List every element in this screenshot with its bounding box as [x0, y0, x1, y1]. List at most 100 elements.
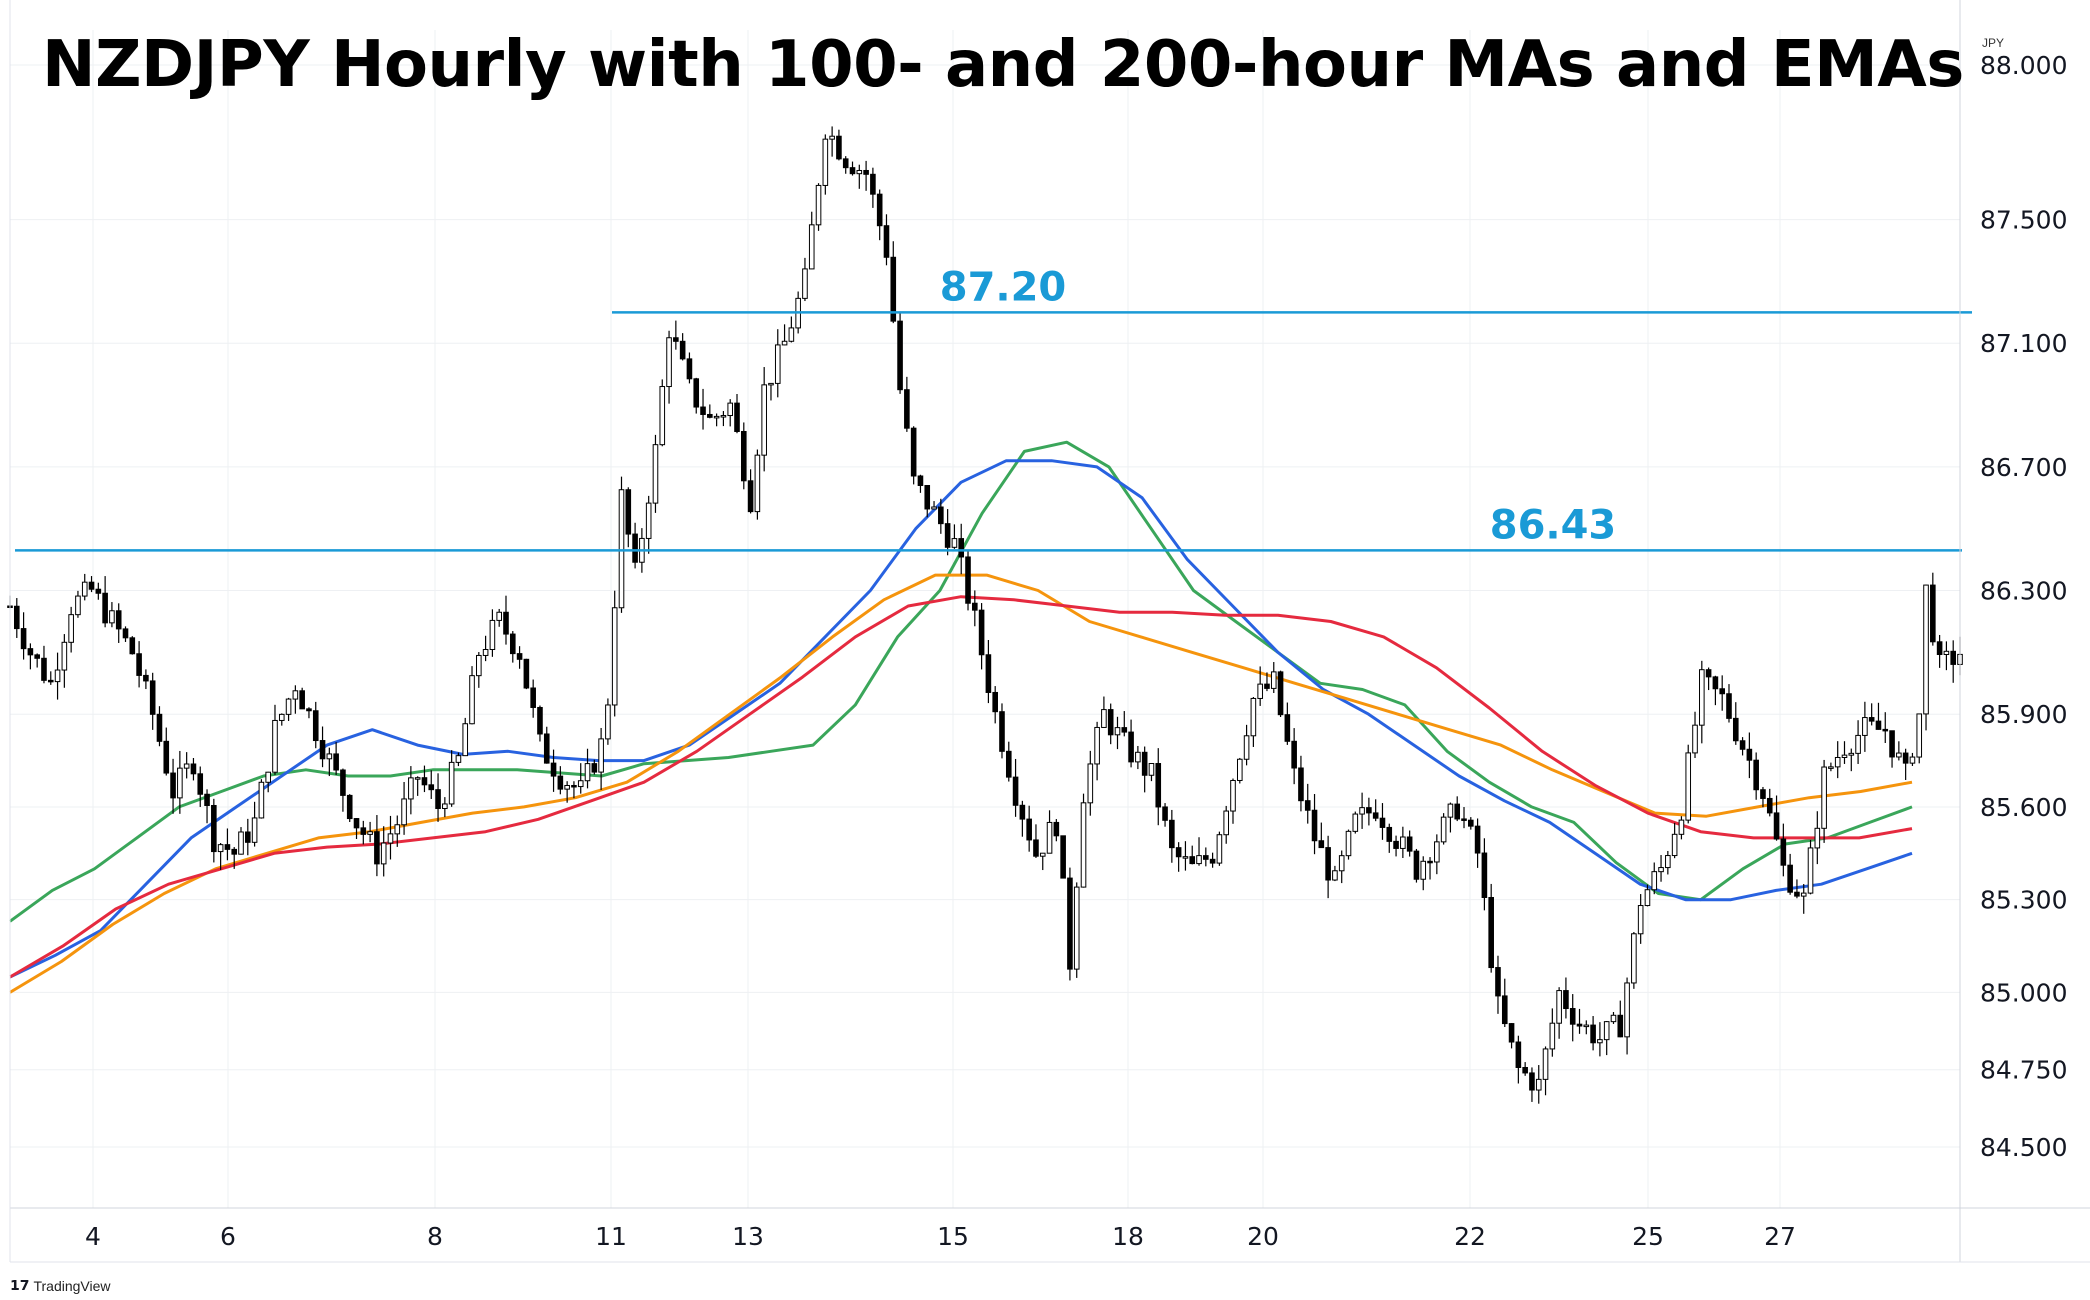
candle	[333, 742, 339, 775]
candle	[1943, 641, 1950, 671]
candle	[224, 828, 231, 861]
candle-body	[883, 225, 890, 258]
candle-body	[1841, 754, 1848, 758]
candle-body	[557, 775, 564, 790]
candle	[1950, 640, 1957, 683]
candle-body	[856, 169, 863, 175]
x-tick-label: 25	[1632, 1222, 1664, 1251]
candle-body	[1060, 835, 1066, 879]
y-tick-label: 84.500	[1980, 1133, 2067, 1162]
candle	[1311, 794, 1318, 855]
candle	[163, 727, 170, 776]
candle	[1794, 879, 1800, 899]
candle-body	[1644, 889, 1651, 907]
candle-body	[1699, 669, 1705, 726]
candle-body	[1535, 1078, 1542, 1091]
candle	[1766, 788, 1773, 817]
x-tick-label: 20	[1247, 1222, 1279, 1251]
candle-body	[68, 614, 74, 643]
candle-body	[1488, 897, 1494, 969]
candle-body	[414, 777, 421, 780]
candle	[910, 426, 917, 485]
candle	[1447, 802, 1454, 833]
candle	[1250, 697, 1257, 747]
candle	[1080, 793, 1087, 888]
ma-line	[9, 459, 1913, 979]
candle-body	[1760, 789, 1766, 799]
candle-body	[401, 798, 407, 826]
candle-body	[360, 827, 367, 835]
candle	[34, 653, 40, 668]
candle	[1359, 792, 1365, 829]
y-tick-label: 85.600	[1980, 793, 2067, 822]
candle-body	[177, 767, 183, 799]
candle-body	[496, 611, 502, 621]
candle-body	[238, 831, 244, 855]
candle	[632, 522, 638, 569]
candle-body	[1780, 838, 1787, 866]
candle	[700, 388, 706, 430]
candle-body	[482, 649, 489, 656]
candle	[577, 763, 584, 794]
candle-body	[829, 135, 835, 140]
candle	[442, 797, 448, 818]
candle	[842, 156, 849, 174]
candle	[1128, 719, 1134, 768]
candle	[1203, 847, 1209, 867]
candle-body	[1719, 688, 1725, 695]
candle	[849, 161, 856, 176]
candle-body	[129, 637, 136, 655]
candle-body	[1284, 714, 1291, 742]
candle-body	[876, 193, 883, 227]
candle-body	[1005, 750, 1012, 778]
candle	[88, 576, 95, 593]
candle-body	[781, 340, 788, 346]
candle-body	[115, 610, 122, 630]
candle-body	[143, 674, 149, 682]
candle-body	[1440, 816, 1447, 843]
candle-body	[224, 844, 231, 850]
candle-body	[1542, 1048, 1549, 1080]
candle-body	[1583, 1024, 1590, 1028]
candle-body	[1270, 671, 1277, 689]
candle	[1094, 721, 1100, 781]
candle-body	[1896, 752, 1902, 758]
candle-body	[1372, 812, 1379, 819]
candle-body	[1216, 834, 1223, 864]
candle	[557, 766, 564, 795]
candle	[1141, 746, 1148, 793]
candle-body	[754, 454, 761, 513]
axes: 88.000 87.500 87.100 86.700 86.300 85.900 85.6…	[9, 0, 2090, 1263]
candle	[102, 576, 108, 628]
candle	[1189, 845, 1196, 865]
candle-body	[890, 256, 897, 322]
candle-body	[523, 658, 530, 689]
level-label: 87.20	[940, 264, 1067, 310]
candle	[238, 827, 244, 855]
candle-body	[340, 769, 346, 796]
candle-body	[863, 169, 869, 175]
candle	[68, 606, 74, 653]
candle-body	[822, 138, 829, 186]
candle	[496, 608, 502, 627]
candle	[965, 551, 971, 611]
candle	[1807, 839, 1814, 895]
candle-body	[428, 784, 435, 791]
candle-body	[1434, 841, 1440, 863]
candle-body	[1413, 850, 1420, 880]
candle-body	[645, 502, 652, 539]
candle	[584, 748, 591, 789]
candle-body	[1189, 856, 1196, 865]
candle-body	[204, 793, 210, 806]
candle	[605, 698, 611, 745]
candle-body	[183, 763, 190, 769]
candle	[41, 645, 47, 684]
candle	[788, 316, 795, 343]
candle	[1814, 811, 1821, 865]
candle-body	[1590, 1024, 1596, 1044]
candle	[625, 487, 632, 548]
candle	[1732, 702, 1739, 745]
candle-body	[1420, 860, 1427, 880]
candle	[231, 847, 238, 869]
candle	[1046, 810, 1053, 854]
